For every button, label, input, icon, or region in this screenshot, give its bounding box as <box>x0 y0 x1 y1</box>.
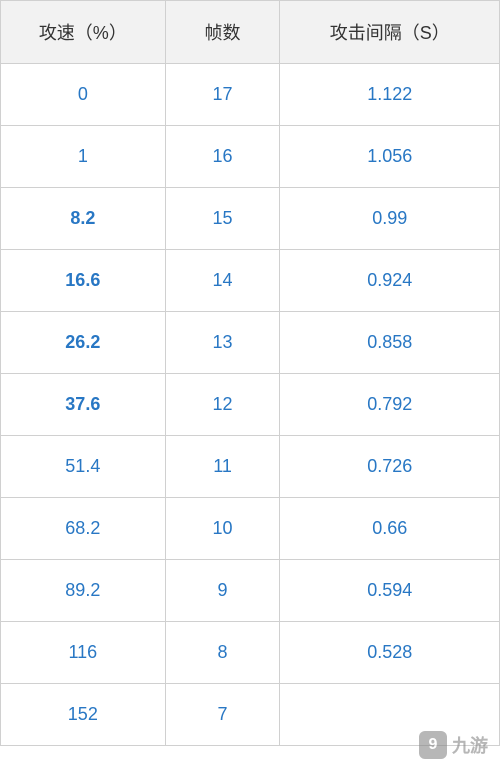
watermark-label: 九游 <box>452 732 488 758</box>
cell-interval: 0.528 <box>280 622 500 684</box>
cell-frames: 9 <box>165 560 280 622</box>
table-row: 16.6140.924 <box>1 250 500 312</box>
cell-frames: 12 <box>165 374 280 436</box>
cell-speed: 37.6 <box>1 374 166 436</box>
cell-interval: 0.858 <box>280 312 500 374</box>
table-row: 8.2150.99 <box>1 188 500 250</box>
cell-frames: 11 <box>165 436 280 498</box>
cell-interval: 0.792 <box>280 374 500 436</box>
table-row: 68.2100.66 <box>1 498 500 560</box>
watermark-icon: 9 <box>419 731 447 759</box>
table-row: 0171.122 <box>1 64 500 126</box>
cell-interval: 0.594 <box>280 560 500 622</box>
cell-frames: 8 <box>165 622 280 684</box>
cell-frames: 16 <box>165 126 280 188</box>
cell-speed: 26.2 <box>1 312 166 374</box>
cell-interval: 1.122 <box>280 64 500 126</box>
cell-frames: 14 <box>165 250 280 312</box>
cell-interval: 0.99 <box>280 188 500 250</box>
cell-speed: 89.2 <box>1 560 166 622</box>
cell-interval: 0.924 <box>280 250 500 312</box>
header-speed: 攻速（%） <box>1 1 166 64</box>
table-row: 51.4110.726 <box>1 436 500 498</box>
table-row: 37.6120.792 <box>1 374 500 436</box>
header-frames: 帧数 <box>165 1 280 64</box>
cell-speed: 1 <box>1 126 166 188</box>
table-row: 11680.528 <box>1 622 500 684</box>
cell-frames: 7 <box>165 684 280 746</box>
attack-speed-table: 攻速（%） 帧数 攻击间隔（S） 0171.1221161.0568.2150.… <box>0 0 500 746</box>
cell-interval: 0.726 <box>280 436 500 498</box>
cell-speed: 8.2 <box>1 188 166 250</box>
cell-speed: 16.6 <box>1 250 166 312</box>
cell-frames: 13 <box>165 312 280 374</box>
table-row: 26.2130.858 <box>1 312 500 374</box>
cell-frames: 15 <box>165 188 280 250</box>
cell-interval: 1.056 <box>280 126 500 188</box>
cell-speed: 68.2 <box>1 498 166 560</box>
cell-speed: 0 <box>1 64 166 126</box>
table-header-row: 攻速（%） 帧数 攻击间隔（S） <box>1 1 500 64</box>
header-interval: 攻击间隔（S） <box>280 1 500 64</box>
table-row: 1161.056 <box>1 126 500 188</box>
cell-speed: 51.4 <box>1 436 166 498</box>
cell-speed: 152 <box>1 684 166 746</box>
cell-frames: 10 <box>165 498 280 560</box>
cell-frames: 17 <box>165 64 280 126</box>
cell-interval: 0.66 <box>280 498 500 560</box>
watermark: 9 九游 <box>419 731 488 759</box>
cell-speed: 116 <box>1 622 166 684</box>
table-row: 89.290.594 <box>1 560 500 622</box>
